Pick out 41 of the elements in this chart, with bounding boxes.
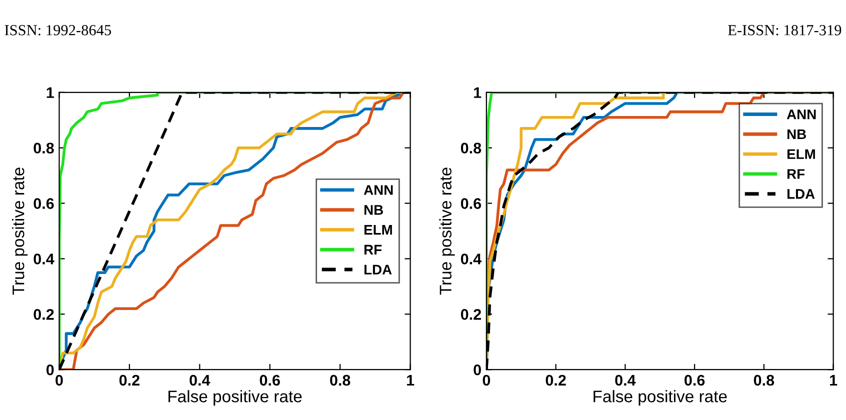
x-tick-label: 0.4	[615, 374, 636, 386]
x-tick-label: 0	[482, 374, 490, 386]
x-tick-label: 0.2	[546, 374, 566, 386]
x-tick-label: 1	[407, 375, 414, 386]
y-tick-label: 1	[474, 87, 482, 98]
legend-label: ANN	[364, 185, 393, 195]
y-tick-label: 0.6	[460, 198, 482, 209]
y-tick-label: 0	[46, 364, 54, 376]
legend-label: ELM	[787, 149, 815, 159]
x-tick-label: 0.8	[330, 374, 350, 386]
y-tick-label: 0.4	[460, 254, 482, 264]
y-axis-title: True positive rate	[439, 168, 455, 295]
y-tick-label: 0.8	[460, 142, 482, 154]
y-tick-label: 0.4	[34, 254, 54, 264]
x-axis-title: False positive rate	[594, 390, 727, 406]
y-tick-label: 0.8	[34, 142, 54, 154]
x-tick-label: 0.4	[190, 374, 210, 386]
legend-label: RF	[364, 244, 382, 254]
line-series	[486, 92, 834, 370]
x-tick-label: 0.6	[684, 374, 705, 386]
x-tick-label: 0.6	[260, 374, 280, 386]
text: E-ISSN: 1817-319	[728, 25, 842, 36]
y-axis-title: True positive rate	[12, 168, 28, 295]
x-tick-label: 0	[56, 374, 63, 386]
x-axis-title: False positive rate	[168, 390, 302, 406]
y-tick-label: 0	[474, 364, 481, 376]
legend-label: NB	[787, 129, 806, 140]
legend-label: ANN	[786, 110, 816, 120]
text: ISSN: 1992-8645	[4, 25, 112, 36]
x-tick-label: 0.2	[119, 374, 140, 386]
legend-label: NB	[364, 205, 383, 215]
y-tick-label: 0.6	[34, 198, 54, 209]
x-tick-label: 0.8	[754, 374, 774, 386]
y-tick-label: 0.2	[34, 309, 54, 320]
legend-label: ELM	[364, 225, 392, 235]
y-tick-label: 1	[46, 87, 54, 98]
legend-label: RF	[787, 169, 805, 179]
x-tick-label: 1	[830, 375, 838, 386]
y-tick-label: 0.2	[460, 309, 481, 320]
legend-label: LDA	[364, 264, 392, 274]
legend-label: LDA	[787, 189, 815, 199]
